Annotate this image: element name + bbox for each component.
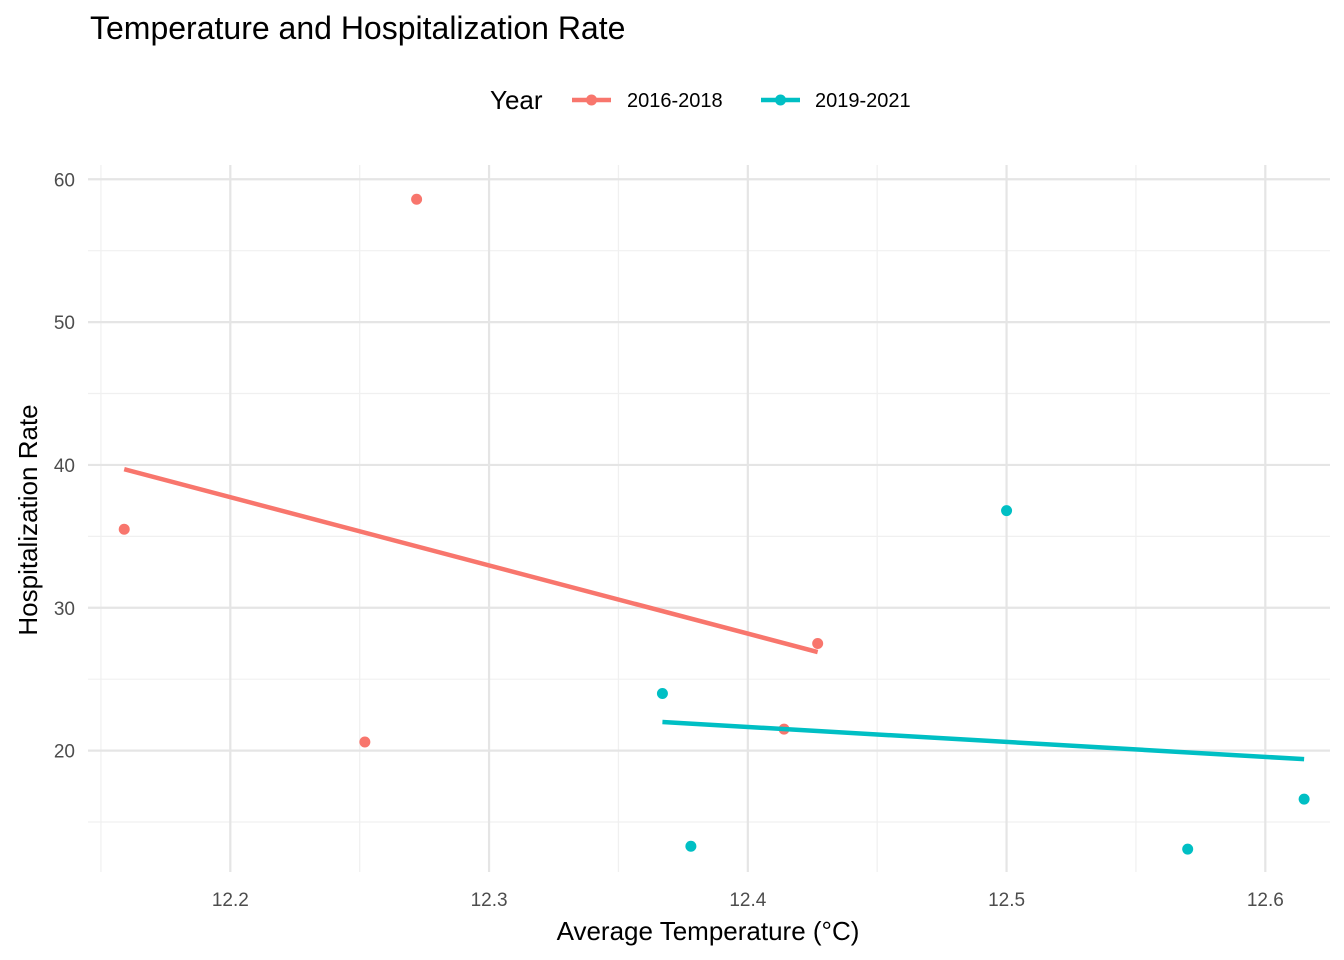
data-point-series-1 bbox=[1182, 843, 1194, 855]
legend-title: Year bbox=[490, 85, 543, 115]
legend-label: 2016-2018 bbox=[627, 90, 723, 112]
y-tick-label: 60 bbox=[54, 170, 75, 191]
x-tick-label: 12.4 bbox=[729, 890, 766, 911]
data-point-series-0 bbox=[118, 523, 130, 535]
x-tick-label: 12.2 bbox=[212, 890, 249, 911]
data-point-series-1 bbox=[1001, 505, 1013, 517]
data-point-series-0 bbox=[812, 637, 824, 649]
trend-line-series-1 bbox=[662, 719, 1305, 762]
y-tick-label: 30 bbox=[54, 599, 75, 620]
y-tick-label: 40 bbox=[54, 456, 75, 477]
y-tick-label: 50 bbox=[54, 313, 75, 334]
legend-label: 2019-2021 bbox=[815, 90, 911, 112]
data-point-series-1 bbox=[656, 687, 668, 699]
trend-line-series-0 bbox=[123, 467, 819, 655]
plot-marks bbox=[118, 193, 1310, 855]
x-axis-title: Average Temperature (°C) bbox=[557, 916, 860, 946]
legend-key-point bbox=[586, 94, 597, 106]
legend-item-series-1: 2019-2021 bbox=[761, 90, 911, 112]
y-tick-label: 20 bbox=[54, 742, 75, 763]
x-tick-label: 12.5 bbox=[988, 890, 1025, 911]
data-point-series-0 bbox=[411, 193, 423, 205]
x-tick-labels: 12.2 12.3 12.4 12.5 12.6 bbox=[212, 890, 1284, 911]
legend: Year 2016-2018 2019-2021 bbox=[490, 85, 911, 115]
chart-title: Temperature and Hospitalization Rate bbox=[90, 10, 625, 46]
data-point-series-0 bbox=[359, 736, 371, 748]
data-point-series-1 bbox=[1298, 793, 1310, 805]
legend-key-point bbox=[775, 94, 786, 106]
y-tick-labels: 20 30 40 50 60 bbox=[54, 170, 75, 762]
legend-item-series-0: 2016-2018 bbox=[572, 90, 723, 112]
y-axis-title: Hospitalization Rate bbox=[13, 404, 43, 635]
x-tick-label: 12.6 bbox=[1247, 890, 1284, 911]
x-tick-label: 12.3 bbox=[471, 890, 508, 911]
grid bbox=[88, 165, 1330, 872]
data-point-series-1 bbox=[685, 840, 697, 852]
